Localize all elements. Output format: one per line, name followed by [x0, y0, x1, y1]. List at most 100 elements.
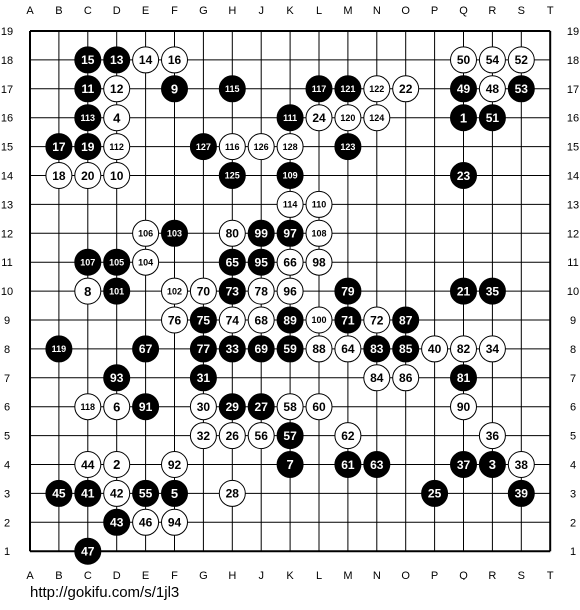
column-label: J	[258, 5, 264, 17]
move-number: 122	[369, 84, 384, 94]
row-label: 1	[4, 546, 10, 558]
move-number: 37	[457, 458, 471, 472]
black-stone: 33	[218, 335, 246, 363]
stone-disc	[218, 335, 246, 363]
black-stone: 29	[218, 393, 246, 421]
stone-disc	[247, 306, 275, 334]
row-label: 1	[570, 546, 576, 558]
row-label: 17	[1, 84, 13, 96]
stone-disc	[132, 335, 160, 363]
move-number: 50	[457, 53, 471, 67]
move-number: 46	[139, 516, 153, 530]
stone-disc	[218, 479, 246, 507]
source-url[interactable]: http://gokifu.com/s/1jl3	[30, 584, 180, 601]
stone-disc	[276, 277, 304, 305]
stone-disc	[363, 75, 391, 103]
black-stone: 45	[45, 479, 73, 507]
move-number: 43	[110, 516, 124, 530]
stone-disc	[161, 306, 188, 334]
move-number: 95	[255, 256, 269, 270]
column-label: R	[488, 570, 496, 580]
move-number: 87	[399, 313, 413, 327]
stone-disc	[421, 479, 449, 507]
stone-disc	[276, 248, 304, 276]
stone-disc	[450, 364, 477, 392]
move-number: 28	[226, 487, 240, 501]
stone-disc	[74, 162, 102, 189]
white-stone: 8	[74, 277, 102, 305]
stone-disc	[45, 335, 73, 363]
white-stone: 106	[132, 219, 160, 247]
stone-disc	[334, 75, 362, 103]
white-stone: 30	[189, 393, 217, 421]
stone-disc	[74, 537, 102, 565]
black-stone: 101	[103, 277, 131, 305]
black-stone: 121	[334, 75, 362, 103]
stone-disc	[305, 219, 333, 247]
move-number: 27	[255, 400, 269, 414]
row-label: 12	[567, 228, 579, 240]
stone-disc	[507, 75, 535, 103]
white-stone: 98	[305, 248, 333, 276]
stone-disc	[74, 479, 102, 507]
white-stone: 44	[74, 451, 102, 478]
stone-disc	[189, 335, 217, 363]
black-stone: 125	[218, 162, 246, 189]
move-number: 20	[81, 169, 95, 183]
white-stone: 78	[247, 277, 275, 305]
white-stone: 122	[363, 75, 391, 103]
move-number: 3	[489, 457, 496, 472]
move-number: 24	[312, 111, 326, 125]
move-number: 70	[197, 284, 211, 298]
stone-disc	[218, 75, 246, 103]
white-stone: 18	[45, 162, 73, 189]
white-stone: 52	[507, 46, 535, 74]
row-label: 10	[1, 286, 13, 298]
move-number: 85	[399, 342, 413, 356]
stone-disc	[247, 133, 275, 161]
black-stone: 53	[507, 75, 535, 103]
black-stone: 55	[132, 479, 160, 507]
white-stone: 2	[103, 451, 131, 478]
move-number: 114	[283, 200, 298, 210]
move-number: 109	[283, 171, 298, 181]
move-number: 117	[312, 84, 327, 94]
move-number: 71	[341, 313, 355, 327]
row-label: 2	[570, 517, 576, 529]
move-number: 103	[167, 229, 182, 239]
row-label: 8	[4, 344, 10, 356]
white-stone: 102	[161, 277, 188, 305]
black-stone: 81	[450, 364, 477, 392]
stone-disc	[450, 162, 477, 189]
stone-disc	[218, 162, 246, 189]
white-stone: 54	[478, 46, 506, 74]
stone-disc	[247, 335, 275, 363]
black-stone: 105	[103, 248, 131, 276]
black-stone: 107	[74, 248, 102, 276]
black-stone: 35	[478, 277, 506, 305]
stone-disc	[450, 335, 477, 363]
column-label: B	[55, 5, 62, 17]
move-number: 76	[168, 313, 182, 327]
column-label: O	[401, 570, 410, 580]
white-stone: 40	[421, 335, 449, 363]
white-stone: 26	[218, 422, 246, 450]
black-stone: 87	[392, 306, 420, 334]
stone-disc	[247, 219, 275, 247]
move-number: 12	[110, 82, 124, 96]
row-label: 10	[567, 286, 579, 298]
stone-disc	[132, 393, 160, 421]
row-label: 15	[1, 142, 13, 154]
stone-disc	[74, 248, 102, 276]
move-number: 55	[139, 487, 153, 501]
white-stone: 72	[363, 306, 391, 334]
white-stone: 6	[103, 393, 131, 421]
white-stone: 62	[334, 422, 362, 450]
move-number: 98	[312, 256, 326, 270]
black-stone: 31	[189, 364, 217, 392]
white-stone: 92	[161, 451, 188, 478]
move-number: 97	[283, 227, 297, 241]
stone-disc	[478, 422, 506, 450]
column-label: C	[84, 570, 92, 580]
